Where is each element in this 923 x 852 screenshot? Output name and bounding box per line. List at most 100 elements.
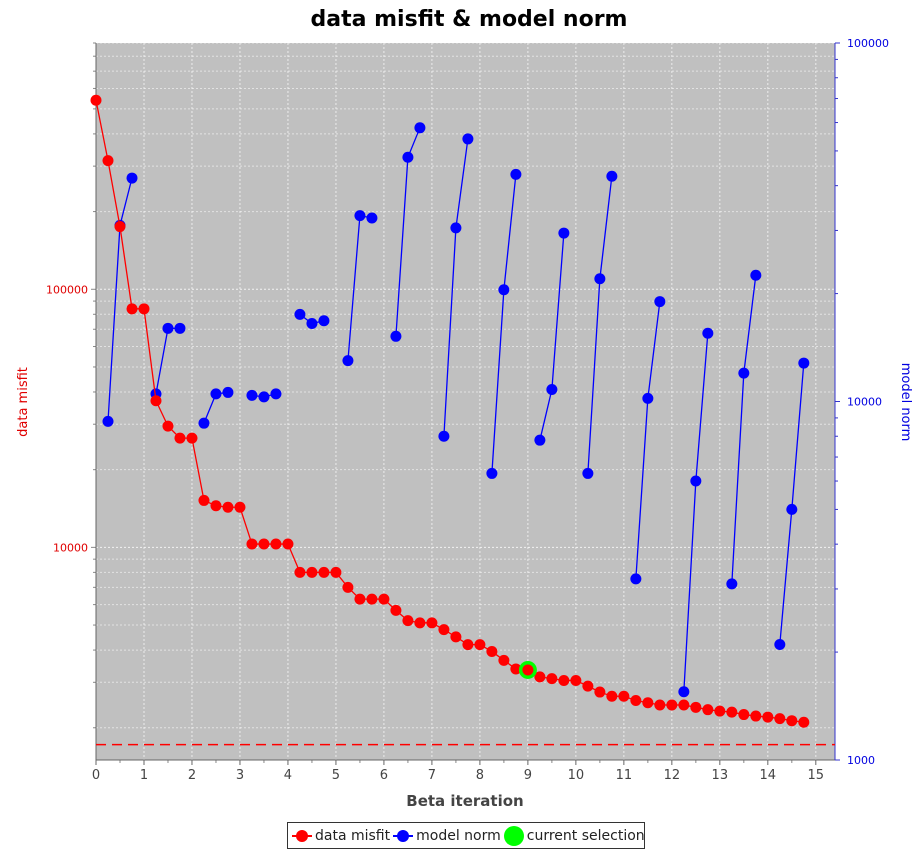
model-norm-point	[702, 327, 714, 339]
data-misfit-point	[354, 593, 366, 605]
model-norm-point	[486, 467, 498, 479]
model-norm-point	[642, 392, 654, 404]
x-tick-label: 5	[332, 768, 340, 783]
model-norm-point	[102, 415, 114, 427]
data-misfit-series	[90, 94, 810, 728]
data-misfit-point	[666, 699, 678, 711]
plot-area[interactable]	[96, 43, 835, 760]
model-norm-point	[774, 638, 786, 650]
data-misfit-point	[210, 500, 222, 512]
data-misfit-point	[426, 617, 438, 629]
model-norm-point	[246, 389, 258, 401]
model-norm-point	[798, 357, 810, 369]
current-selection-marker	[518, 660, 537, 679]
model-norm-point	[690, 475, 702, 487]
legend: data misfit model norm current selection	[287, 822, 645, 849]
model-norm-point	[594, 273, 606, 285]
data-misfit-point	[186, 432, 198, 444]
legend-item-current-selection: current selection	[503, 825, 645, 846]
data-misfit-point	[450, 631, 462, 643]
y-right-tick-label: 10000	[847, 396, 882, 409]
data-misfit-point	[90, 94, 102, 106]
model-norm-point	[630, 573, 642, 585]
data-misfit-point	[726, 706, 738, 718]
x-tick-label: 4	[284, 768, 292, 783]
model-norm-point	[366, 212, 378, 224]
model-norm-point	[210, 388, 222, 400]
data-misfit-point	[390, 604, 402, 616]
data-misfit-point	[246, 538, 258, 550]
data-misfit-point	[114, 221, 126, 233]
legend-label-data-misfit: data misfit	[315, 827, 391, 844]
model-norm-point	[222, 386, 234, 398]
grid-lines	[95, 42, 835, 760]
data-misfit-point	[546, 673, 558, 685]
data-misfit-point	[378, 593, 390, 605]
data-misfit-point	[126, 303, 138, 315]
legend-item-data-misfit: data misfit	[292, 828, 390, 844]
data-misfit-point	[594, 686, 606, 698]
data-misfit-point	[606, 690, 618, 702]
data-misfit-point	[438, 624, 450, 636]
model-norm-point	[438, 430, 450, 442]
chart: data misfit & model norm 0 1 2 3 4 5 6 7 8 9 10 11 1…	[16, 7, 913, 810]
model-norm-point	[606, 170, 618, 182]
data-misfit-point	[702, 704, 714, 716]
data-misfit-point	[642, 697, 654, 709]
y-left-tick-label: 100000	[46, 283, 88, 296]
data-misfit-point	[618, 690, 630, 702]
y-axis-left-label: data misfit	[16, 367, 31, 437]
x-tick-label: 12	[664, 768, 681, 783]
data-misfit-point	[366, 593, 378, 605]
x-tick-label: 1	[140, 768, 148, 783]
x-tick-label: 15	[808, 768, 825, 783]
model-norm-point	[402, 151, 414, 163]
legend-item-model-norm: model norm	[393, 828, 501, 844]
model-norm-point	[126, 172, 138, 184]
model-norm-point	[390, 330, 402, 342]
model-norm-point	[258, 391, 270, 403]
data-misfit-point	[498, 654, 510, 666]
data-misfit-point	[750, 710, 762, 722]
data-misfit-point	[570, 674, 582, 686]
y-right-tick-label: 1000	[847, 754, 875, 767]
data-misfit-point	[462, 639, 474, 651]
data-misfit-point	[150, 395, 162, 407]
x-tick-label: 7	[428, 768, 436, 783]
data-misfit-point	[774, 713, 786, 725]
data-misfit-point	[174, 432, 186, 444]
data-misfit-point	[330, 566, 342, 578]
model-norm-point	[450, 222, 462, 234]
data-misfit-point	[138, 303, 150, 315]
model-norm-point	[342, 355, 354, 367]
y-right-tick-label: 100000	[847, 37, 889, 50]
data-misfit-point	[198, 494, 210, 506]
x-tick-label: 9	[524, 768, 532, 783]
data-misfit-point	[234, 501, 246, 513]
y-left-tick-label: 10000	[53, 541, 88, 554]
legend-label-current-selection: current selection	[526, 827, 645, 844]
x-tick-label: 14	[760, 768, 777, 783]
model-norm-point	[318, 315, 330, 327]
x-tick-label: 11	[616, 768, 633, 783]
data-misfit-point	[222, 501, 234, 513]
data-misfit-point	[306, 566, 318, 578]
data-misfit-point	[486, 645, 498, 657]
data-misfit-point	[282, 538, 294, 550]
data-misfit-point	[690, 701, 702, 713]
data-misfit-point	[318, 566, 330, 578]
model-norm-point	[354, 210, 366, 222]
x-tick-label: 0	[92, 768, 100, 783]
data-misfit-point	[102, 155, 114, 167]
x-tick-label: 6	[380, 768, 388, 783]
data-misfit-point	[342, 581, 354, 593]
legend-swatch-current-selection	[503, 825, 524, 846]
model-norm-point	[654, 296, 666, 308]
data-misfit-point	[510, 663, 522, 675]
model-norm-point	[534, 434, 546, 446]
data-misfit-point	[534, 671, 546, 683]
model-norm-point	[174, 322, 186, 334]
data-misfit-point	[558, 674, 570, 686]
data-misfit-point	[414, 617, 426, 629]
data-misfit-point	[270, 538, 282, 550]
